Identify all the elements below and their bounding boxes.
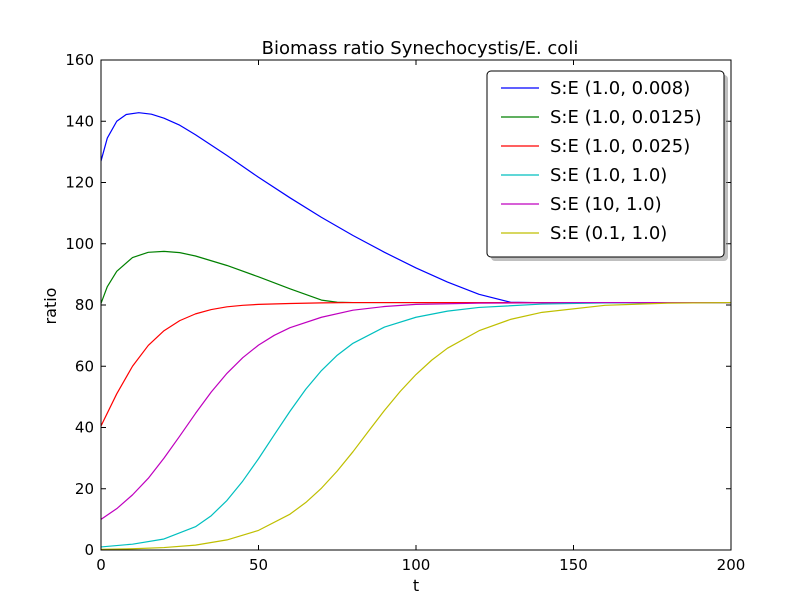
x-tick-label: 50 bbox=[249, 556, 268, 574]
legend-box bbox=[486, 70, 725, 258]
legend-label-1: S:E (1.0, 0.008) bbox=[550, 78, 690, 99]
y-tick-label: 80 bbox=[75, 296, 94, 314]
axis-ticks: 0 50 100 150 200 0 20 40 60 80 100 120 140 160 bbox=[65, 51, 745, 574]
y-tick-label: 40 bbox=[75, 419, 94, 437]
x-tick-label: 150 bbox=[559, 556, 588, 574]
x-tick-label: 0 bbox=[96, 556, 106, 574]
legend-label-4: S:E (1.0, 1.0) bbox=[550, 165, 667, 186]
series-line-6 bbox=[101, 301, 731, 550]
x-axis-label: t bbox=[413, 576, 419, 595]
series-line-5 bbox=[101, 301, 731, 520]
series-line-3 bbox=[101, 301, 731, 427]
legend-label-6: S:E (0.1, 1.0) bbox=[550, 223, 667, 244]
x-tick-label: 100 bbox=[402, 556, 431, 574]
chart-title: Biomass ratio Synechocystis/E. coli bbox=[262, 38, 579, 59]
y-tick-label: 20 bbox=[75, 480, 94, 498]
x-tick-label: 200 bbox=[717, 556, 746, 574]
y-tick-label: 60 bbox=[75, 357, 94, 375]
y-tick-label: 120 bbox=[65, 174, 94, 192]
legend: S:E (1.0, 0.008) S:E (1.0, 0.0125) S:E (1.… bbox=[486, 70, 728, 261]
legend-label-3: S:E (1.0, 0.025) bbox=[550, 136, 690, 157]
y-tick-label: 160 bbox=[65, 51, 94, 69]
legend-label-2: S:E (1.0, 0.0125) bbox=[550, 107, 702, 128]
y-tick-label: 0 bbox=[84, 541, 94, 559]
series-lines bbox=[101, 112, 731, 550]
series-line-4 bbox=[101, 301, 731, 548]
y-tick-label: 140 bbox=[65, 112, 94, 130]
y-tick-label: 100 bbox=[65, 235, 94, 253]
y-axis-label: ratio bbox=[41, 288, 60, 325]
legend-label-5: S:E (10, 1.0) bbox=[550, 194, 662, 215]
